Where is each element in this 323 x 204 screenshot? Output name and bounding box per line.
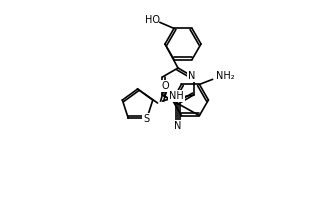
Text: O: O bbox=[162, 81, 169, 91]
Text: N: N bbox=[174, 121, 182, 131]
Text: N: N bbox=[188, 71, 195, 81]
Text: NH: NH bbox=[169, 91, 184, 101]
Text: S: S bbox=[143, 114, 149, 124]
Text: NH₂: NH₂ bbox=[216, 71, 235, 81]
Text: HO: HO bbox=[144, 16, 160, 26]
